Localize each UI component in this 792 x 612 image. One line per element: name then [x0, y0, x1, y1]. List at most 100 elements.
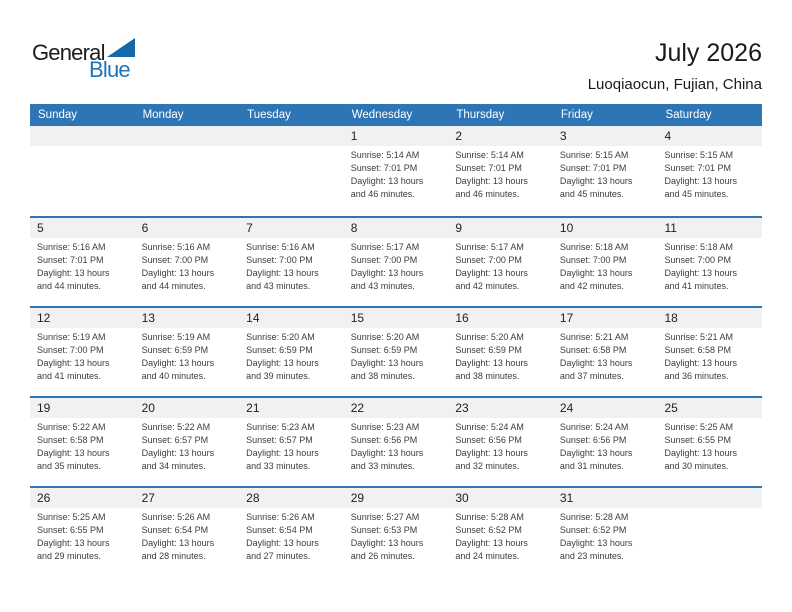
day-info-line: Daylight: 13 hours — [350, 268, 424, 278]
day-info-line: Sunset: 6:56 PM — [559, 435, 627, 445]
day-info-line: and 35 minutes. — [37, 461, 102, 471]
weekday-header-saturday: Saturday — [665, 109, 712, 121]
page-subtitle: Luoqiaocun, Fujian, China — [587, 76, 762, 93]
day-info-line: and 43 minutes. — [246, 281, 311, 291]
day-info-line: Sunrise: 5:17 AM — [455, 242, 524, 252]
day-info-line: Sunrise: 5:19 AM — [37, 332, 106, 342]
day-info-line: Sunset: 6:55 PM — [37, 525, 104, 535]
day-info-line: and 41 minutes. — [37, 371, 102, 381]
day-info-line: Sunset: 6:52 PM — [559, 525, 627, 535]
day-info-line: Sunset: 7:00 PM — [559, 255, 627, 265]
day-cell-10: 10 Sunrise: 5:18 AM Sunset: 7:00 PM Dayligh… — [552, 218, 658, 306]
day-info-line: and 43 minutes. — [350, 281, 415, 291]
day-info-line: Daylight: 13 hours — [350, 448, 424, 458]
day-info-line: Daylight: 13 hours — [664, 448, 738, 458]
logo-text-general: General — [32, 40, 105, 65]
day-info-line: Sunrise: 5:16 AM — [37, 242, 106, 252]
day-info-line: Sunrise: 5:20 AM — [246, 332, 315, 342]
day-cell-empty — [30, 126, 135, 216]
weekday-header-thursday: Thursday — [456, 109, 505, 121]
day-info-line: Sunrise: 5:23 AM — [246, 422, 315, 432]
day-info-line: Daylight: 13 hours — [559, 176, 633, 186]
day-cell-16: 16 Sunrise: 5:20 AM Sunset: 6:59 PM Dayligh… — [448, 308, 553, 396]
day-number: 31 — [552, 488, 658, 508]
day-number: 30 — [448, 488, 553, 508]
day-info-line: Sunrise: 5:15 AM — [664, 150, 734, 160]
day-info-line: Daylight: 13 hours — [664, 358, 738, 368]
day-info-line: Sunrise: 5:26 AM — [141, 512, 211, 522]
week-row-5: 26 Sunrise: 5:25 AM Sunset: 6:55 PM Dayligh… — [30, 486, 763, 576]
day-number: 28 — [239, 488, 344, 508]
day-cell-19: 19 Sunrise: 5:22 AM Sunset: 6:58 PM Dayligh… — [30, 398, 135, 486]
day-cell-3: 3 Sunrise: 5:15 AM Sunset: 7:01 PM Daylight… — [552, 126, 658, 216]
day-info-line: Sunrise: 5:28 AM — [455, 512, 524, 522]
day-cell-14: 14 Sunrise: 5:20 AM Sunset: 6:59 PM Dayligh… — [239, 308, 344, 396]
day-info-line: Sunrise: 5:27 AM — [350, 512, 420, 522]
day-cell-6: 6 Sunrise: 5:16 AM Sunset: 7:00 PM Daylight… — [134, 218, 240, 306]
title-block: July 2026 Luoqiaocun, Fujian, China — [588, 40, 762, 93]
day-info-line: Sunset: 6:56 PM — [350, 435, 418, 445]
day-info-line: Sunset: 7:01 PM — [350, 163, 418, 173]
day-info-line: Sunset: 7:00 PM — [455, 255, 522, 265]
day-number: 5 — [30, 218, 135, 238]
day-info-line: and 24 minutes. — [455, 551, 520, 561]
day-cell-empty — [134, 126, 240, 216]
calendar-grid: 1 Sunrise: 5:14 AM Sunset: 7:01 PM Daylight… — [30, 126, 763, 576]
day-number: 22 — [343, 398, 449, 418]
day-number: 23 — [448, 398, 553, 418]
week-row-4: 19 Sunrise: 5:22 AM Sunset: 6:58 PM Dayligh… — [30, 396, 763, 486]
day-info-line: Daylight: 13 hours — [455, 268, 528, 278]
day-info-line: Daylight: 13 hours — [664, 176, 738, 186]
day-info-line: Daylight: 13 hours — [141, 448, 215, 458]
day-info-line: and 42 minutes. — [559, 281, 624, 291]
day-info-line: Sunrise: 5:17 AM — [350, 242, 420, 252]
day-info-line: Sunset: 6:54 PM — [141, 525, 209, 535]
day-info-line: Sunrise: 5:20 AM — [455, 332, 524, 342]
day-info-line: Sunset: 6:55 PM — [664, 435, 732, 445]
logo-text-blue: Blue — [89, 57, 131, 82]
day-info-line: Sunrise: 5:22 AM — [141, 422, 211, 432]
day-number: 1 — [343, 126, 449, 146]
day-info-line: Sunrise: 5:19 AM — [141, 332, 211, 342]
day-info-line: Sunrise: 5:21 AM — [664, 332, 734, 342]
day-info-line: Daylight: 13 hours — [350, 176, 424, 186]
day-number: 12 — [30, 308, 135, 328]
day-info-line: Sunset: 6:59 PM — [350, 345, 418, 355]
day-info-line: Sunset: 6:56 PM — [455, 435, 522, 445]
day-info-line: and 42 minutes. — [455, 281, 520, 291]
day-info-line: Daylight: 13 hours — [246, 448, 319, 458]
day-info-line: and 46 minutes. — [455, 189, 520, 199]
weekday-header-row: Sunday Monday Tuesday Wednesday Thursday Frid… — [30, 104, 762, 126]
day-info-line: and 30 minutes. — [664, 461, 729, 471]
day-number — [134, 126, 240, 146]
day-info-line: and 32 minutes. — [455, 461, 520, 471]
day-cell-12: 12 Sunrise: 5:19 AM Sunset: 7:00 PM Dayligh… — [30, 308, 135, 396]
day-cell-27: 27 Sunrise: 5:26 AM Sunset: 6:54 PM Dayligh… — [134, 488, 240, 576]
day-number: 21 — [239, 398, 344, 418]
day-number: 11 — [657, 218, 763, 238]
weekday-header-wednesday: Wednesday — [351, 109, 413, 121]
day-info-line: Sunrise: 5:23 AM — [350, 422, 420, 432]
day-info-line: Sunrise: 5:16 AM — [141, 242, 211, 252]
day-info-line: Sunset: 6:53 PM — [350, 525, 418, 535]
day-info-line: Sunset: 6:52 PM — [455, 525, 522, 535]
day-number: 20 — [134, 398, 240, 418]
day-cell-9: 9 Sunrise: 5:17 AM Sunset: 7:00 PM Daylight… — [448, 218, 553, 306]
day-info-line: Daylight: 13 hours — [37, 538, 110, 548]
day-cell-7: 7 Sunrise: 5:16 AM Sunset: 7:00 PM Daylight… — [239, 218, 344, 306]
day-info-line: and 40 minutes. — [141, 371, 206, 381]
day-number: 16 — [448, 308, 553, 328]
day-cell-26: 26 Sunrise: 5:25 AM Sunset: 6:55 PM Dayligh… — [30, 488, 135, 576]
day-info-line: Daylight: 13 hours — [350, 358, 424, 368]
day-info-line: Daylight: 13 hours — [141, 358, 215, 368]
day-info-line: Daylight: 13 hours — [664, 268, 738, 278]
day-info-line: and 36 minutes. — [664, 371, 729, 381]
week-row-1: 1 Sunrise: 5:14 AM Sunset: 7:01 PM Daylight… — [30, 126, 763, 216]
day-number: 17 — [552, 308, 658, 328]
day-info-line: and 46 minutes. — [350, 189, 415, 199]
day-info-line: Sunset: 6:59 PM — [141, 345, 209, 355]
day-number: 19 — [30, 398, 135, 418]
weekday-header-friday: Friday — [560, 109, 593, 121]
day-info-line: and 45 minutes. — [664, 189, 729, 199]
day-info-line: Sunrise: 5:15 AM — [559, 150, 629, 160]
